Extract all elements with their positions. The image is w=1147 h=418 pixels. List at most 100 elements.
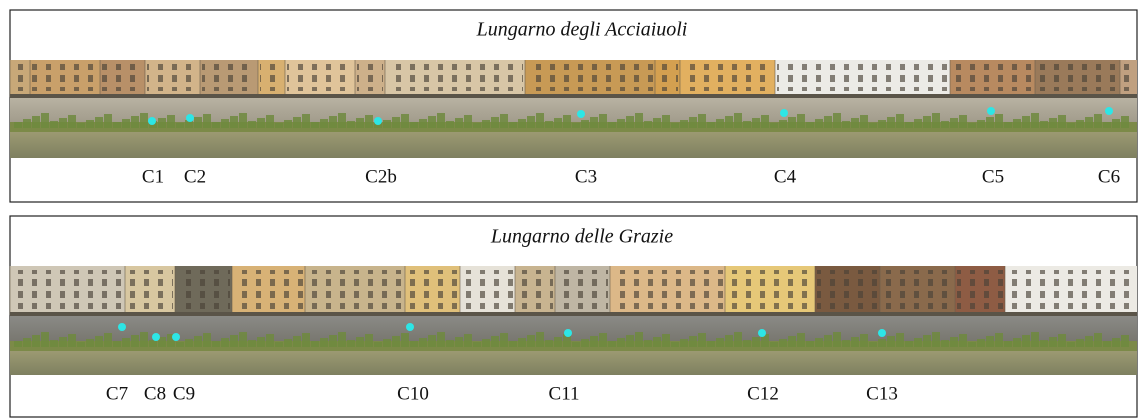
reeds: [230, 335, 238, 347]
reeds: [185, 120, 193, 128]
reeds: [50, 340, 58, 347]
reeds: [869, 342, 877, 347]
reeds: [842, 340, 850, 347]
reeds: [968, 342, 976, 347]
reeds: [95, 117, 103, 128]
reeds: [122, 338, 130, 347]
point-label: C3: [575, 166, 597, 187]
reeds: [806, 341, 814, 347]
reeds: [284, 120, 292, 128]
windows: [957, 270, 1003, 309]
reeds: [770, 123, 778, 128]
reeds: [806, 122, 814, 128]
reeds: [329, 116, 337, 128]
reeds: [770, 342, 778, 347]
reeds: [248, 340, 256, 347]
windows: [657, 64, 678, 91]
reeds: [239, 332, 247, 347]
reeds: [1049, 118, 1057, 128]
sensor-point: [148, 117, 156, 125]
reeds: [419, 119, 427, 128]
reeds: [1031, 113, 1039, 128]
reeds: [833, 332, 841, 347]
reeds: [86, 120, 94, 128]
windows: [12, 270, 123, 309]
reeds: [878, 120, 886, 128]
reeds: [698, 114, 706, 128]
point-label: C13: [866, 383, 898, 404]
reeds: [194, 336, 202, 347]
reeds: [59, 337, 67, 347]
point-label: C2: [184, 166, 206, 187]
reeds: [32, 335, 40, 347]
reeds: [113, 341, 121, 347]
reeds: [302, 114, 310, 128]
reeds: [734, 332, 742, 347]
sensor-point: [878, 329, 886, 337]
reeds: [68, 115, 76, 128]
river: [10, 351, 1137, 375]
sensor-point: [406, 323, 414, 331]
reeds: [761, 115, 769, 128]
reeds: [1013, 119, 1021, 128]
reeds: [644, 340, 652, 347]
sensor-point: [780, 109, 788, 117]
reeds: [419, 338, 427, 347]
reeds: [941, 340, 949, 347]
embankment-wall: [10, 98, 1137, 126]
reeds: [860, 334, 868, 347]
reeds: [563, 115, 571, 128]
reeds: [617, 338, 625, 347]
reeds: [212, 122, 220, 128]
reeds: [176, 342, 184, 347]
reeds: [734, 113, 742, 128]
reeds: [887, 336, 895, 347]
reeds: [590, 117, 598, 128]
reeds: [140, 113, 148, 128]
reeds: [176, 123, 184, 128]
reeds: [1085, 336, 1093, 347]
reeds: [500, 114, 508, 128]
reeds: [581, 339, 589, 347]
reeds: [527, 116, 535, 128]
sensor-point: [374, 117, 382, 125]
reeds: [59, 118, 67, 128]
windows: [102, 64, 143, 91]
reeds: [977, 120, 985, 128]
reeds: [662, 115, 670, 128]
reeds: [455, 337, 463, 347]
reeds: [1004, 341, 1012, 347]
reeds: [599, 114, 607, 128]
reeds: [509, 341, 517, 347]
reeds: [671, 123, 679, 128]
reeds: [653, 118, 661, 128]
reeds: [842, 121, 850, 128]
reeds: [851, 118, 859, 128]
reeds: [266, 115, 274, 128]
reeds: [671, 342, 679, 347]
windows: [202, 64, 256, 91]
point-label: C8: [144, 383, 166, 404]
reeds: [797, 114, 805, 128]
windows: [462, 270, 513, 309]
reeds: [914, 338, 922, 347]
reeds: [14, 122, 22, 128]
windows: [387, 64, 523, 91]
reeds: [464, 115, 472, 128]
reeds: [158, 118, 166, 128]
reeds: [635, 332, 643, 347]
reeds: [293, 336, 301, 347]
reeds: [104, 333, 112, 347]
road: [10, 94, 1137, 98]
reeds: [374, 342, 382, 347]
windows: [307, 270, 403, 309]
reeds: [518, 338, 526, 347]
windows: [287, 64, 353, 91]
reeds: [1112, 119, 1120, 128]
reeds: [383, 339, 391, 347]
reeds: [1121, 335, 1129, 347]
reeds: [86, 339, 94, 347]
reeds: [554, 118, 562, 128]
reeds: [1112, 338, 1120, 347]
